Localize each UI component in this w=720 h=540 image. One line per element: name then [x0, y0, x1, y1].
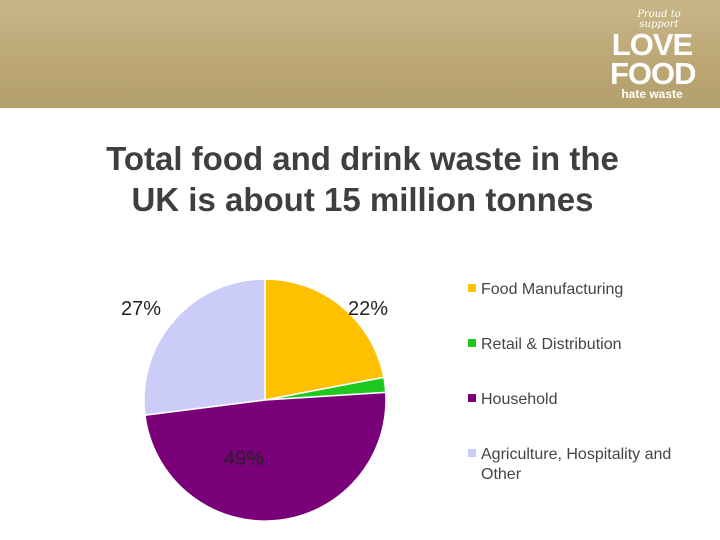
- pie-slice-household: [144, 391, 387, 522]
- legend-label: Household: [481, 391, 558, 408]
- logo-food-text: FOOD: [610, 56, 697, 91]
- pie-percent-label: 22%: [348, 298, 388, 320]
- legend-label: Food Manufacturing: [481, 281, 623, 298]
- pie-slice-agriculture-hospitality-and-other: [143, 278, 266, 417]
- pie-percent-label: 27%: [121, 298, 161, 320]
- chart-title: Total food and drink waste in the UK is …: [106, 140, 619, 218]
- legend-swatch: [468, 449, 476, 457]
- legend-swatch: [468, 394, 476, 402]
- pie-slice-food-manufacturing: [264, 278, 385, 401]
- logo-love-text: LOVE: [611, 27, 693, 62]
- legend-label: Agriculture, Hospitality and Other: [481, 446, 671, 483]
- pie-percent-label: 49%: [224, 448, 264, 470]
- logo-proud-text: Proud to support: [637, 9, 681, 30]
- legend-swatch: [468, 339, 476, 347]
- pie-percent-labels: 22% 49% 27%: [121, 298, 388, 470]
- pie-slices: [143, 278, 387, 522]
- love-food-hate-waste-logo: Proud to support LOVE FOOD hate waste: [610, 8, 710, 102]
- logo-hate-waste-text: hate waste: [621, 87, 683, 101]
- chart-legend: Food Manufacturing Retail & Distribution H…: [468, 281, 671, 483]
- legend-label: Retail & Distribution: [481, 336, 622, 353]
- legend-swatch: [468, 284, 476, 292]
- header-band: [0, 0, 720, 108]
